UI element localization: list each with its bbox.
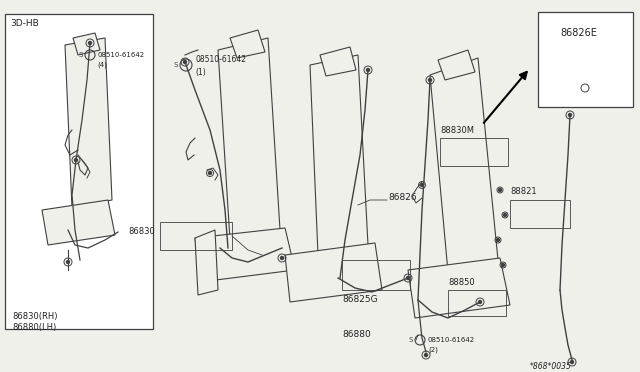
- Text: (4): (4): [97, 62, 107, 68]
- Text: 86830(RH): 86830(RH): [12, 312, 58, 321]
- Polygon shape: [195, 228, 295, 282]
- Text: (1): (1): [195, 67, 205, 77]
- Polygon shape: [408, 258, 510, 318]
- Bar: [448, 290, 506, 316]
- Circle shape: [424, 353, 428, 356]
- Circle shape: [74, 158, 77, 161]
- Polygon shape: [73, 33, 100, 55]
- Text: 86880: 86880: [342, 330, 371, 339]
- Text: 86830: 86830: [128, 228, 155, 237]
- Polygon shape: [42, 200, 115, 245]
- Text: 08510-61642: 08510-61642: [97, 52, 144, 58]
- Text: *868*0035: *868*0035: [530, 362, 572, 371]
- Circle shape: [499, 189, 502, 192]
- Text: (2): (2): [428, 347, 438, 353]
- Bar: [538, 12, 633, 107]
- Circle shape: [568, 113, 572, 116]
- Bar: [510, 200, 570, 228]
- Text: 88821: 88821: [510, 187, 536, 196]
- Polygon shape: [230, 30, 265, 58]
- Bar: [440, 138, 508, 166]
- Text: S: S: [79, 52, 83, 58]
- Polygon shape: [310, 55, 368, 255]
- Text: 86825G: 86825G: [342, 295, 378, 304]
- Circle shape: [497, 238, 499, 241]
- Polygon shape: [65, 38, 112, 208]
- Circle shape: [570, 360, 573, 363]
- Bar: [342, 260, 410, 290]
- Circle shape: [280, 257, 284, 260]
- Polygon shape: [285, 243, 382, 302]
- Polygon shape: [320, 47, 356, 76]
- Polygon shape: [195, 230, 218, 295]
- Text: 08510-61642: 08510-61642: [428, 337, 475, 343]
- Circle shape: [504, 214, 506, 217]
- Circle shape: [429, 78, 431, 81]
- Text: 86880(LH): 86880(LH): [12, 323, 56, 332]
- Bar: [160, 222, 232, 250]
- Text: 88830M: 88830M: [440, 126, 474, 135]
- Text: 86826: 86826: [388, 193, 417, 202]
- Circle shape: [584, 78, 586, 81]
- Text: 88850: 88850: [448, 278, 475, 287]
- Circle shape: [367, 68, 369, 71]
- Circle shape: [67, 260, 70, 263]
- Circle shape: [479, 301, 481, 304]
- Circle shape: [209, 171, 211, 174]
- Circle shape: [88, 42, 92, 45]
- Bar: [5, 14, 153, 329]
- Circle shape: [406, 276, 410, 279]
- Text: 86826E: 86826E: [560, 28, 597, 38]
- Polygon shape: [430, 58, 498, 272]
- Polygon shape: [218, 38, 280, 240]
- Text: S: S: [408, 337, 413, 343]
- Text: 3D-HB: 3D-HB: [10, 19, 39, 28]
- Circle shape: [502, 263, 504, 266]
- Circle shape: [420, 183, 424, 186]
- Text: 08510-61642: 08510-61642: [195, 55, 246, 64]
- Circle shape: [184, 61, 186, 64]
- Text: S: S: [173, 62, 178, 68]
- Polygon shape: [438, 50, 475, 80]
